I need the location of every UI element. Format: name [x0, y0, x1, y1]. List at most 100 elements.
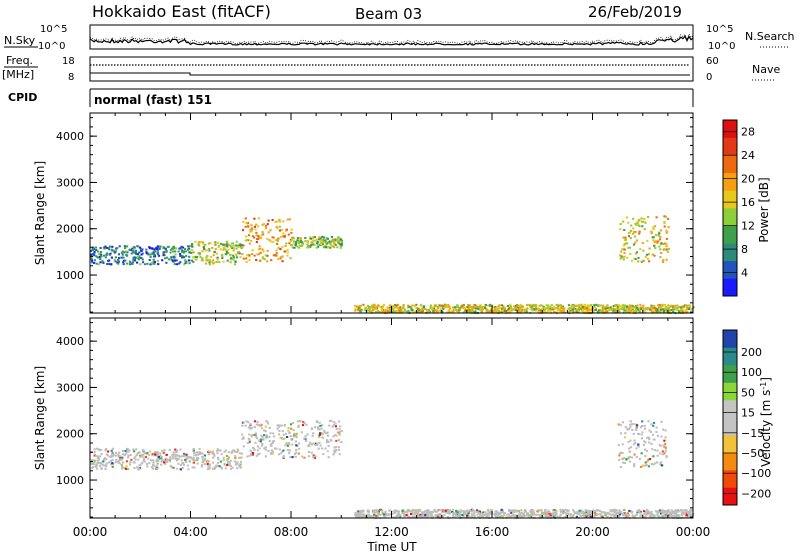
echo-cell [393, 512, 396, 514]
echo-cell [196, 459, 199, 462]
echo-cell [258, 452, 261, 455]
echo-cell [224, 467, 227, 470]
echo-cell [366, 514, 369, 516]
echo-cell [681, 305, 684, 308]
echo-cell [374, 307, 377, 310]
echo-cell [648, 260, 651, 263]
echo-cell [647, 420, 650, 423]
echo-cell [619, 223, 622, 225]
echo-cell [635, 447, 638, 450]
echo-cell [665, 456, 668, 459]
echo-cell [256, 449, 259, 452]
echo-cell [268, 239, 271, 242]
echo-cell [395, 311, 398, 314]
echo-cell [646, 239, 649, 242]
echo-cell [157, 254, 161, 257]
echo-cell [208, 466, 212, 469]
echo-cell [426, 309, 429, 312]
echo-cell [111, 453, 114, 456]
echo-cell [355, 305, 358, 308]
echo-cell [177, 250, 180, 253]
echo-cell [314, 444, 317, 446]
echo-cell [93, 461, 96, 464]
echo-cell [231, 247, 234, 250]
echo-cell [420, 308, 423, 311]
echo-cell [368, 310, 372, 313]
echo-cell [217, 464, 220, 467]
echo-cell [258, 245, 261, 248]
echo-cell [626, 512, 630, 515]
echo-cell [216, 256, 219, 259]
echo-cell [376, 509, 379, 512]
echo-cell [391, 311, 394, 314]
echo-cell [643, 424, 646, 427]
echo-cell [253, 434, 256, 436]
echo-cell [394, 516, 397, 519]
echo-cell [398, 309, 401, 312]
echo-cell [297, 241, 300, 244]
echo-cell [301, 424, 305, 427]
echo-cell [122, 261, 125, 264]
echo-cell [665, 242, 668, 245]
echo-cell [110, 248, 113, 251]
echo-cell [359, 510, 362, 513]
echo-cell [156, 460, 159, 463]
colorbar-swatch [723, 452, 737, 471]
echo-cell [104, 256, 107, 259]
station-title: Hokkaido East (fitACF) [92, 2, 271, 21]
echo-cell [337, 420, 341, 423]
echo-cell [359, 513, 362, 515]
echo-cell [184, 259, 187, 261]
echo-cell [159, 245, 162, 248]
echo-cell [501, 307, 504, 310]
echo-cell [93, 448, 96, 451]
echo-cell [238, 456, 241, 459]
echo-cell [670, 514, 673, 517]
echo-cell [251, 452, 255, 454]
echo-cell [637, 260, 640, 263]
colorbar-tick-label: 16 [741, 196, 755, 209]
echo-cell [656, 310, 659, 313]
echo-cell [169, 464, 172, 467]
echo-cell [518, 305, 521, 308]
echo-cell [284, 244, 287, 247]
echo-cell [410, 307, 413, 310]
echo-cell [426, 516, 429, 519]
echo-cell [299, 245, 303, 247]
echo-cell [614, 310, 617, 312]
echo-cell [212, 262, 215, 265]
echo-cell [498, 516, 501, 519]
echo-cell [483, 514, 486, 517]
echo-cell [288, 242, 291, 245]
echo-cell [637, 224, 640, 227]
echo-cell [633, 310, 636, 313]
echo-cell [149, 255, 152, 258]
echo-cell [319, 424, 322, 427]
echo-cell [662, 511, 666, 514]
echo-cell [372, 303, 375, 306]
echo-cell [661, 464, 664, 467]
echo-cell [638, 218, 641, 221]
echo-cell [250, 454, 253, 456]
echo-cell [210, 260, 213, 263]
echo-cell [132, 256, 135, 259]
echo-cell [547, 515, 551, 518]
echo-cell [226, 458, 229, 461]
nave-label: Nave [752, 63, 780, 76]
echo-cell [547, 309, 550, 312]
echo-cell [279, 235, 283, 238]
echo-cell [448, 509, 451, 512]
echo-cell [275, 447, 278, 450]
echo-cell [111, 458, 114, 461]
echo-cell [294, 240, 298, 243]
echo-cell [159, 454, 162, 457]
echo-cell [255, 435, 258, 438]
echo-cell [207, 460, 210, 463]
echo-cell [97, 250, 100, 253]
echo-cell [507, 308, 510, 311]
echo-cell [500, 304, 504, 307]
echo-cell [532, 304, 536, 307]
echo-cell [259, 251, 262, 254]
echo-cell [181, 255, 184, 258]
echo-cell [622, 236, 625, 239]
